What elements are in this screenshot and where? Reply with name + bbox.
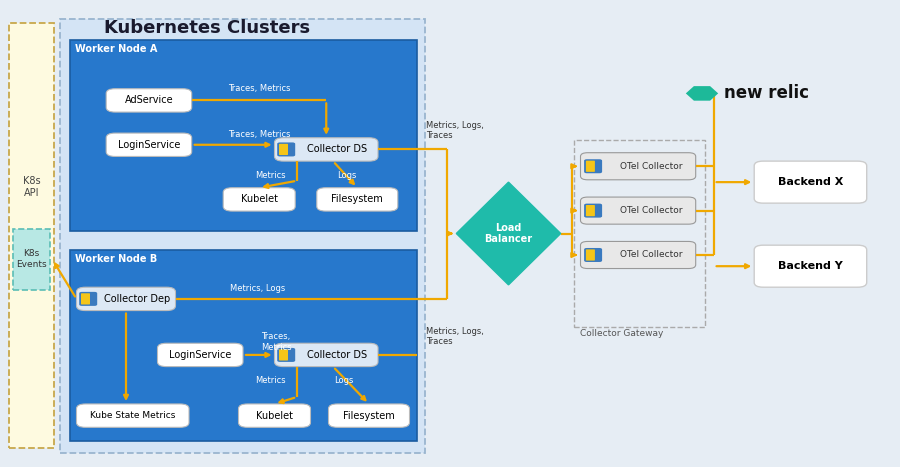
Text: Kubelet: Kubelet — [256, 410, 293, 421]
FancyBboxPatch shape — [754, 245, 867, 287]
FancyBboxPatch shape — [106, 133, 192, 156]
Text: OTel Collector: OTel Collector — [620, 206, 683, 215]
FancyBboxPatch shape — [223, 188, 295, 211]
FancyBboxPatch shape — [586, 161, 595, 172]
FancyBboxPatch shape — [106, 89, 192, 112]
FancyBboxPatch shape — [238, 404, 310, 427]
FancyBboxPatch shape — [277, 348, 295, 362]
Text: OTel Collector: OTel Collector — [620, 162, 683, 171]
FancyBboxPatch shape — [584, 204, 602, 218]
Text: Metrics: Metrics — [255, 376, 285, 385]
Text: Collector DS: Collector DS — [307, 350, 367, 360]
Bar — [60, 19, 425, 453]
Text: Metrics: Metrics — [255, 170, 285, 180]
Text: Metrics, Logs: Metrics, Logs — [230, 284, 284, 293]
Bar — [9, 23, 54, 448]
Text: K8s
Events: K8s Events — [16, 249, 47, 269]
FancyBboxPatch shape — [76, 404, 189, 427]
Text: Collector Dep: Collector Dep — [104, 294, 170, 304]
Text: K8s
API: K8s API — [22, 176, 40, 198]
FancyBboxPatch shape — [81, 293, 90, 304]
Text: new relic: new relic — [724, 85, 809, 102]
Text: Metrics, Logs,
Traces: Metrics, Logs, Traces — [426, 121, 483, 141]
Bar — [13, 229, 50, 290]
Text: Kube State Metrics: Kube State Metrics — [90, 411, 176, 420]
FancyBboxPatch shape — [584, 159, 602, 173]
FancyBboxPatch shape — [274, 138, 378, 161]
Text: Filesystem: Filesystem — [331, 194, 383, 205]
FancyBboxPatch shape — [317, 188, 398, 211]
Text: OTel Collector: OTel Collector — [620, 250, 683, 260]
Bar — [70, 250, 417, 441]
Text: Metrics, Logs,
Traces: Metrics, Logs, Traces — [426, 326, 483, 346]
FancyBboxPatch shape — [279, 144, 288, 155]
FancyBboxPatch shape — [279, 349, 288, 361]
Text: Traces,
Metrics: Traces, Metrics — [261, 332, 292, 352]
Text: Collector DS: Collector DS — [307, 144, 367, 155]
Text: Kubelet: Kubelet — [240, 194, 278, 205]
FancyBboxPatch shape — [586, 205, 595, 216]
FancyBboxPatch shape — [580, 241, 696, 269]
FancyBboxPatch shape — [580, 197, 696, 224]
Polygon shape — [686, 86, 718, 101]
FancyBboxPatch shape — [277, 142, 295, 156]
Bar — [574, 140, 705, 327]
Text: Backend X: Backend X — [778, 177, 843, 187]
Text: Collector Gateway: Collector Gateway — [580, 329, 663, 339]
Text: AdService: AdService — [124, 95, 174, 106]
Text: LoginService: LoginService — [118, 140, 180, 150]
Text: Logs: Logs — [337, 170, 356, 180]
FancyBboxPatch shape — [586, 249, 595, 261]
Text: Filesystem: Filesystem — [343, 410, 395, 421]
FancyBboxPatch shape — [580, 153, 696, 180]
Text: Traces, Metrics: Traces, Metrics — [228, 84, 290, 93]
FancyBboxPatch shape — [754, 161, 867, 203]
Text: LoginService: LoginService — [169, 350, 231, 360]
Text: Logs: Logs — [334, 376, 354, 385]
FancyBboxPatch shape — [76, 287, 176, 311]
Text: Worker Node A: Worker Node A — [75, 44, 158, 54]
FancyBboxPatch shape — [79, 292, 97, 306]
Text: Load
Balancer: Load Balancer — [484, 223, 533, 244]
Polygon shape — [456, 182, 561, 285]
FancyBboxPatch shape — [158, 343, 243, 367]
FancyBboxPatch shape — [584, 248, 602, 262]
Text: Backend Y: Backend Y — [778, 261, 842, 271]
Text: Kubernetes Clusters: Kubernetes Clusters — [104, 19, 310, 37]
Bar — [70, 40, 417, 231]
FancyBboxPatch shape — [274, 343, 378, 367]
Text: Traces, Metrics: Traces, Metrics — [228, 130, 290, 139]
Text: Worker Node B: Worker Node B — [75, 254, 157, 264]
FancyBboxPatch shape — [328, 404, 410, 427]
